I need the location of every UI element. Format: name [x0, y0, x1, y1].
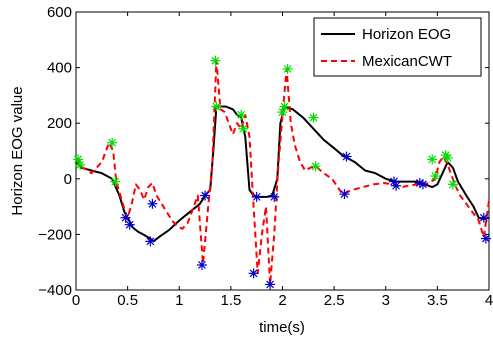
asterisk-marker — [310, 161, 321, 172]
asterisk-marker — [124, 219, 135, 230]
asterisk-marker — [196, 259, 207, 270]
x-tick-label: 4 — [485, 292, 493, 309]
asterisk-marker — [430, 171, 441, 182]
x-tick-label: 2.5 — [324, 292, 345, 309]
y-tick-label: 200 — [47, 115, 72, 132]
asterisk-marker — [238, 123, 249, 134]
y-tick-label: 400 — [47, 60, 72, 77]
asterisk-marker — [120, 212, 131, 223]
asterisk-marker — [251, 191, 262, 202]
asterisk-marker — [447, 179, 458, 190]
asterisk-marker — [147, 198, 158, 209]
axis-ticks: 0 0.5 1 1.5 2 2.5 3 3.5 4 −400 −200 0 200 400 600 — [38, 4, 493, 309]
asterisk-marker — [480, 233, 491, 244]
asterisk-marker — [248, 268, 259, 279]
asterisk-marker — [265, 279, 276, 290]
legend: Horizon EOG MexicanCWT — [313, 17, 482, 77]
asterisk-marker — [211, 101, 222, 112]
asterisk-marker — [110, 176, 121, 187]
y-tick-label: 0 — [64, 171, 72, 188]
x-tick-label: 0.5 — [117, 292, 138, 309]
y-tick-label: 600 — [47, 4, 72, 21]
asterisk-marker — [236, 109, 247, 120]
asterisk-marker — [107, 137, 118, 148]
asterisk-marker — [339, 189, 350, 200]
asterisk-marker — [341, 151, 352, 162]
asterisk-marker — [75, 159, 86, 170]
y-tick-label: −200 — [38, 226, 72, 243]
asterisk-marker — [478, 212, 489, 223]
legend-label-mexicancwt: MexicanCWT — [362, 53, 452, 70]
x-axis-label: time(s) — [259, 319, 305, 336]
legend-label-horizon-eog: Horizon EOG — [362, 26, 451, 43]
x-tick-label: 3.5 — [427, 292, 448, 309]
asterisk-marker — [269, 191, 280, 202]
asterisk-marker — [442, 152, 453, 163]
asterisk-marker — [282, 63, 293, 74]
marker-layer — [73, 55, 491, 290]
asterisk-marker — [417, 179, 428, 190]
asterisk-marker — [200, 190, 211, 201]
y-tick-label: −400 — [38, 282, 72, 299]
x-tick-label: 3 — [382, 292, 390, 309]
series-line-horizon-eog — [75, 105, 490, 243]
asterisk-marker — [279, 101, 290, 112]
asterisk-marker — [145, 236, 156, 247]
x-tick-label: 1.5 — [220, 292, 241, 309]
legend-box — [313, 17, 482, 77]
asterisk-marker — [427, 154, 438, 165]
x-tick-label: 0 — [72, 292, 80, 309]
asterisk-marker — [391, 180, 402, 191]
x-tick-label: 2 — [278, 292, 286, 309]
asterisk-marker — [210, 55, 221, 66]
asterisk-marker — [308, 112, 319, 123]
x-tick-label: 1 — [175, 292, 183, 309]
y-axis-label: Horizon EOG value — [9, 86, 26, 215]
